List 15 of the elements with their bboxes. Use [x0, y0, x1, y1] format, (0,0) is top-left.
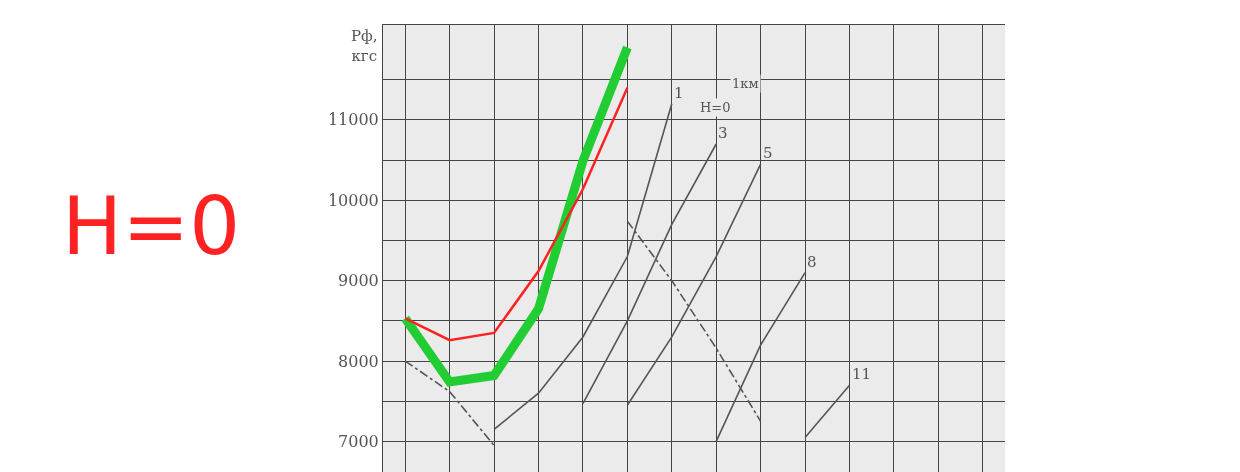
y-tick-label: 11000 — [327, 110, 379, 130]
series-label: 5 — [763, 144, 773, 162]
annotation: H=0 — [700, 100, 731, 115]
y-tick-label: 10000 — [327, 190, 379, 210]
series-label: 1 — [674, 84, 684, 102]
series-label: 8 — [807, 253, 817, 271]
line-series — [403, 86, 629, 342]
text: H=0 — [62, 180, 241, 273]
series-label: 3 — [718, 124, 728, 142]
y-tick-label: 7000 — [338, 432, 379, 452]
series-label: 11 — [852, 365, 872, 383]
y-axis-title: Рф, кгс — [351, 27, 378, 65]
y-tick-label: 9000 — [338, 271, 379, 291]
annotation: 1км — [732, 76, 759, 91]
y-tick-label: 8000 — [338, 351, 379, 371]
